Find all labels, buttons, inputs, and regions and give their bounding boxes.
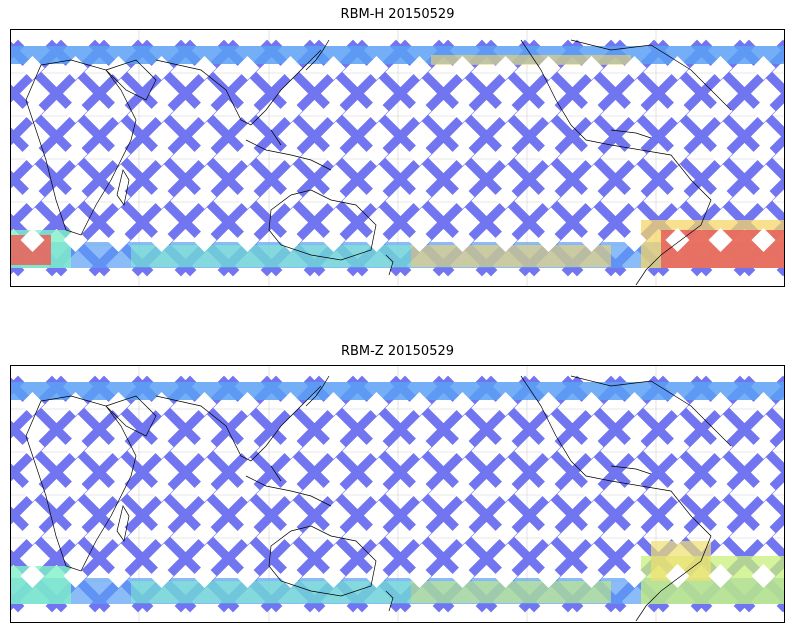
north-band: [11, 46, 784, 64]
swath-gaps: [20, 56, 776, 252]
graticule: [11, 30, 784, 286]
panel-title: RBM-H 20150529: [340, 7, 455, 22]
world-map: [11, 30, 784, 286]
panel-title: RBM-Z 20150529: [340, 344, 455, 359]
map-frame: [10, 29, 785, 287]
world-map: [11, 366, 784, 622]
coastlines: [25, 375, 732, 622]
swath-gaps: [20, 392, 776, 588]
map-frame: [10, 365, 785, 623]
north-band: [11, 382, 784, 400]
coastlines: [25, 39, 732, 286]
